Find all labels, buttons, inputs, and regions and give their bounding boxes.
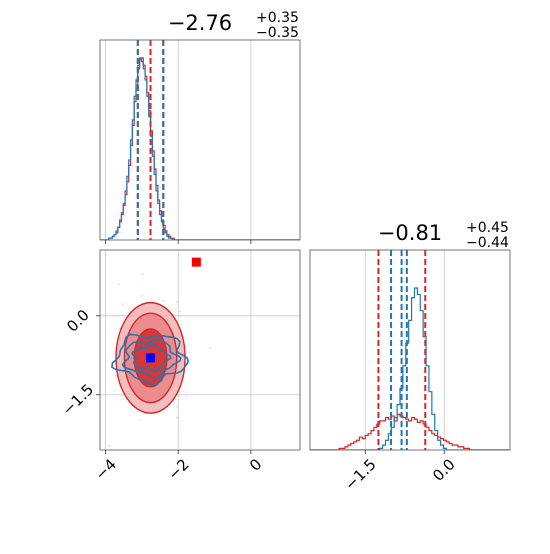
x-tick-label: −2 [164, 455, 192, 483]
x-tick-labels: −4 −2 0 [92, 455, 266, 483]
red-histogram-line [310, 413, 510, 450]
panel-title: −0.81 [378, 221, 442, 245]
x-tick-labels: −1.5 0.0 [341, 455, 458, 493]
sample-point [114, 374, 117, 377]
tick-marks [96, 315, 252, 454]
x-tick-label: 0.0 [429, 455, 459, 485]
blue-histogram-line [310, 287, 510, 450]
contour-panel-joint: −4 −2 0 0.0 −1.5 [59, 249, 301, 484]
sample-point [120, 395, 123, 397]
truth-marker-1 [191, 257, 201, 267]
histogram-panel-param-1: −2.76 +0.35 −0.35 [99, 10, 301, 244]
tick-marks [364, 450, 445, 454]
panel-title: −2.76 [168, 11, 232, 35]
sample-point [176, 300, 179, 303]
title-value: −0.81 [378, 221, 442, 245]
sample-point [209, 347, 211, 350]
sample-point [139, 419, 141, 422]
sample-point [176, 405, 179, 408]
x-tick-label: 0 [246, 455, 265, 474]
sample-point [187, 322, 190, 325]
sample-point [120, 313, 123, 316]
sample-point [185, 394, 187, 397]
y-tick-label: 0.0 [63, 306, 93, 336]
y-tick-label: −1.5 [59, 380, 97, 418]
panel-frame [309, 249, 511, 451]
title-lower-error: −0.44 [466, 235, 509, 251]
blue-contour [131, 343, 172, 372]
title-upper-error: +0.45 [466, 220, 509, 236]
sample-point [108, 445, 111, 448]
sample-point [122, 303, 124, 306]
title-lower-error: −0.35 [256, 25, 299, 41]
tick-marks [105, 240, 252, 244]
sample-point [141, 295, 144, 297]
title-value: −2.76 [168, 11, 232, 35]
x-tick-label: −4 [92, 455, 120, 483]
y-tick-labels: 0.0 −1.5 [59, 306, 97, 419]
grid-lines [105, 40, 252, 240]
panel-frame [99, 39, 301, 241]
x-tick-label: −1.5 [341, 455, 379, 493]
title-upper-error: +0.35 [256, 10, 299, 26]
grid-lines [364, 250, 445, 450]
blue-histogram-line [100, 57, 300, 240]
blue-contour [121, 338, 182, 380]
blue-contour [111, 333, 190, 386]
histogram-panel-param-2: −1.5 0.0 −0.81 +0.45 −0.44 [309, 220, 511, 494]
sample-point [141, 273, 144, 276]
sample-point [179, 310, 181, 313]
truth-marker-2 [146, 353, 156, 363]
sample-point [118, 283, 120, 286]
histogram-series [100, 40, 300, 240]
contour-series [108, 257, 211, 448]
histogram-series [310, 250, 510, 450]
panel-frame [99, 249, 301, 451]
sample-point [162, 300, 165, 302]
sample-point [177, 416, 180, 418]
